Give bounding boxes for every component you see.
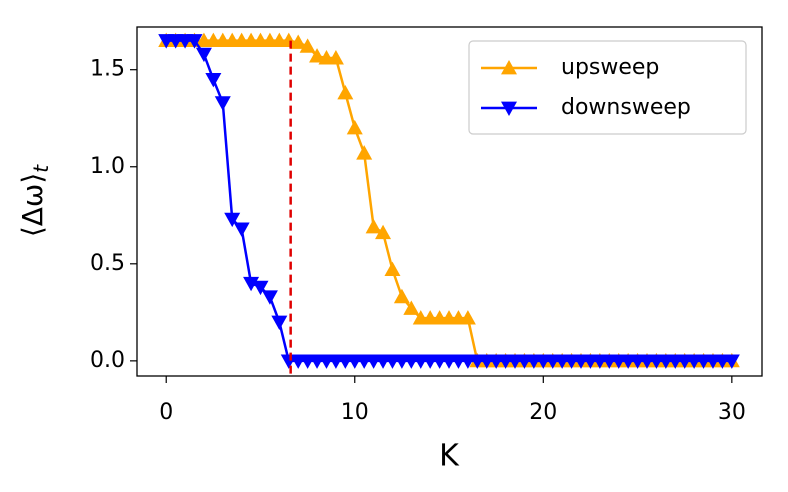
legend-box bbox=[468, 40, 747, 135]
y-axis-label: ⟨Δω⟩t bbox=[16, 164, 53, 237]
marker bbox=[356, 145, 373, 160]
plot-frame bbox=[136, 26, 763, 377]
marker bbox=[280, 32, 297, 47]
marker bbox=[403, 300, 420, 315]
y-label-main: ⟨Δω⟩ bbox=[16, 173, 49, 237]
legend-label: upsweep bbox=[561, 55, 659, 80]
marker bbox=[337, 84, 354, 100]
marker bbox=[393, 288, 410, 304]
y-tick-label: 1.5 bbox=[90, 57, 125, 82]
marker bbox=[384, 261, 401, 277]
marker bbox=[309, 48, 326, 63]
x-tick-label: 0 bbox=[159, 400, 173, 425]
y-tick-label: 0.5 bbox=[90, 251, 125, 276]
marker bbox=[233, 222, 250, 237]
marker bbox=[290, 34, 307, 49]
x-tick-label: 20 bbox=[529, 400, 557, 425]
marker bbox=[365, 218, 382, 234]
marker bbox=[186, 34, 203, 49]
marker bbox=[723, 354, 740, 369]
x-tick-label: 30 bbox=[718, 400, 746, 425]
x-axis-label: K bbox=[439, 439, 460, 474]
marker bbox=[261, 290, 278, 305]
legend-marker bbox=[501, 101, 517, 116]
legend-marker bbox=[501, 60, 517, 75]
marker bbox=[327, 50, 344, 65]
marker bbox=[459, 310, 476, 325]
y-label-sub: t bbox=[29, 164, 53, 173]
marker bbox=[224, 212, 241, 228]
marker bbox=[271, 315, 288, 331]
y-tick-label: 0.0 bbox=[90, 348, 125, 373]
marker bbox=[252, 280, 269, 296]
marker bbox=[205, 73, 222, 88]
marker bbox=[299, 38, 316, 53]
marker bbox=[195, 47, 212, 63]
marker bbox=[346, 119, 363, 135]
marker bbox=[214, 96, 231, 111]
x-tick-label: 10 bbox=[341, 400, 369, 425]
marker bbox=[243, 276, 260, 292]
marker bbox=[375, 224, 392, 240]
y-tick-label: 1.0 bbox=[90, 154, 125, 179]
legend-label: downsweep bbox=[561, 95, 691, 120]
